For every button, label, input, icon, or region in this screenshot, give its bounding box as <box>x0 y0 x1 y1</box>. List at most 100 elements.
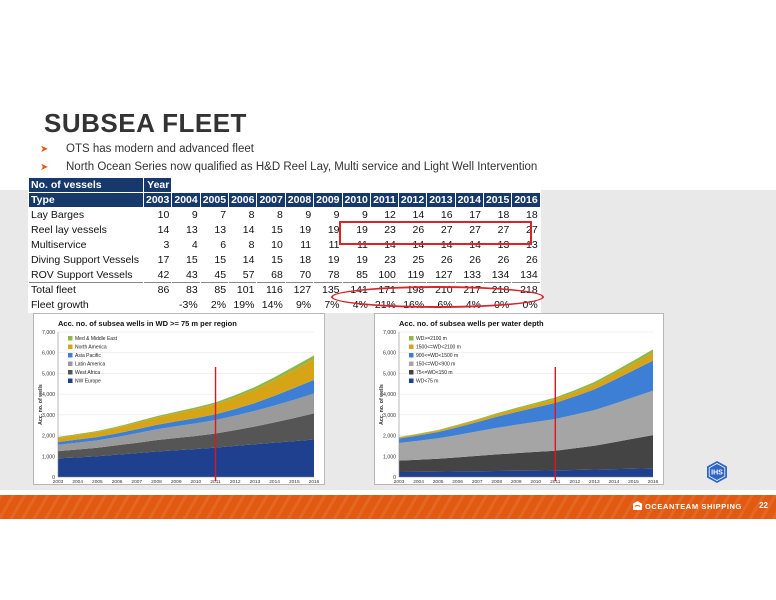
row-label-cell: Reel lay vessels <box>28 222 144 238</box>
y-tick-label: 0 <box>393 475 396 481</box>
arrow-bullet-icon: ➤ <box>40 144 49 155</box>
table-cell: 16 <box>426 207 456 223</box>
table-cell: 27 <box>511 222 541 238</box>
x-tick-label: 2012 <box>230 479 241 484</box>
table-cell: 6 <box>199 237 230 253</box>
x-tick-label: 2006 <box>452 479 463 484</box>
x-tick-label: 2010 <box>191 479 202 484</box>
legend-swatch <box>68 370 73 375</box>
y-tick-label: 6,000 <box>42 351 55 357</box>
table-cell: 27 <box>426 222 456 238</box>
table-header-cell <box>454 177 484 193</box>
table-cell: 7 <box>199 207 230 223</box>
table-cell: -3% <box>171 297 201 313</box>
x-tick-label: 2012 <box>570 479 581 484</box>
table-header-cell <box>369 177 399 193</box>
table-header-cell <box>482 177 513 193</box>
table-cell: 18 <box>284 252 315 268</box>
table-row: Diving Support Vessels 17 15 15 14 15 18 19 19 23… <box>28 252 541 268</box>
legend-label: Latin America <box>75 362 106 368</box>
table-cell: 83 <box>171 282 201 298</box>
table-header-cell <box>397 177 428 193</box>
table-cell: 119 <box>397 267 428 283</box>
row-label-cell: Lay Barges <box>28 207 144 223</box>
table-cell: 100 <box>369 267 399 283</box>
table-cell: 11 <box>341 237 371 253</box>
year-header-cell: 2007 <box>256 192 286 208</box>
series-area-0 <box>399 468 653 477</box>
legend-label: 75<=WD<150 m <box>416 370 453 376</box>
table-cell: 4% <box>454 297 484 313</box>
x-tick-label: 2015 <box>628 479 639 484</box>
x-tick-label: 2006 <box>112 479 123 484</box>
table-header-cell: Year <box>142 177 173 193</box>
y-tick-label: 2,000 <box>383 434 396 440</box>
series-area-1 <box>58 413 314 459</box>
footer-bar: OCEANTEAM SHIPPING 22 <box>0 495 776 519</box>
table-row: Multiservice 3 4 6 8 10 11 11 11 14 14 14 14 13 13 <box>28 237 541 253</box>
x-tick-label: 2007 <box>131 479 142 484</box>
fleet-table: No. of vessels Year Type 2003 2004 2005 2006 20… <box>28 177 541 313</box>
x-tick-label: 2005 <box>92 479 103 484</box>
table-cell: 218 <box>482 282 513 298</box>
x-tick-label: 2016 <box>309 479 320 484</box>
table-cell: 9 <box>284 207 315 223</box>
legend-swatch <box>409 344 414 349</box>
table-cell: 14 <box>228 222 258 238</box>
table-cell: 9 <box>313 207 343 223</box>
table-row: Lay Barges 10 9 7 8 8 9 9 9 12 14 16 17 18 18 <box>28 207 541 223</box>
arrow-bullet-icon: ➤ <box>40 162 49 173</box>
table-cell: 14 <box>228 252 258 268</box>
legend-label: NW Europe <box>75 379 101 385</box>
oceanteam-logo-icon <box>632 501 642 510</box>
x-tick-label: 2007 <box>472 479 483 484</box>
y-tick-label: 1,000 <box>383 454 396 460</box>
table-cell: 141 <box>341 282 371 298</box>
table-cell: 26 <box>511 252 541 268</box>
y-tick-label: 7,000 <box>383 330 396 336</box>
table-cell: 14% <box>256 297 286 313</box>
table-header-cell <box>171 177 201 193</box>
row-label-cell: Diving Support Vessels <box>28 252 144 268</box>
table-cell: 18 <box>511 207 541 223</box>
table-header-row: Type 2003 2004 2005 2006 2007 2008 2009 2010 2011… <box>28 192 541 208</box>
table-header-row: No. of vessels Year <box>28 177 541 193</box>
table-cell: 198 <box>397 282 428 298</box>
table-cell: 101 <box>228 282 258 298</box>
page-number: 22 <box>759 501 768 510</box>
y-axis-label: Acc. no. of wells <box>38 384 44 425</box>
table-cell: 14 <box>426 237 456 253</box>
x-tick-label: 2013 <box>589 479 600 484</box>
table-cell: 171 <box>369 282 399 298</box>
table-cell: 133 <box>454 267 484 283</box>
year-header-cell: 2016 <box>511 192 541 208</box>
x-tick-label: 2004 <box>413 479 424 484</box>
year-header-cell: 2014 <box>454 192 484 208</box>
y-tick-label: 0 <box>52 475 55 481</box>
legend-label: 150<=WD<900 m <box>416 362 455 368</box>
table-cell: 9% <box>284 297 315 313</box>
y-tick-label: 6,000 <box>383 351 396 357</box>
bullet-list: ➤ OTS has modern and advanced fleet ➤ Nort… <box>40 140 537 176</box>
table-cell: 217 <box>454 282 484 298</box>
y-tick-label: 3,000 <box>383 413 396 419</box>
year-header-cell: 2003 <box>142 192 173 208</box>
region-wells-chart-plot: 0 1,000 2,000 3,000 4,000 5,000 6,000 7,000 2003… <box>38 330 320 484</box>
table-cell: 9 <box>171 207 201 223</box>
row-label-cell: ROV Support Vessels <box>28 267 144 283</box>
legend-label: 900<=WD<1500 m <box>416 353 458 359</box>
year-header-cell: 2005 <box>199 192 230 208</box>
legend-swatch <box>409 361 414 366</box>
table-cell: 127 <box>284 282 315 298</box>
y-tick-label: 5,000 <box>383 371 396 377</box>
table-cell <box>142 297 173 313</box>
table-cell: 17 <box>142 252 173 268</box>
table-cell: 85 <box>199 282 230 298</box>
table-cell: 2% <box>199 297 230 313</box>
legend-swatch <box>409 370 414 375</box>
year-header-cell: 2013 <box>426 192 456 208</box>
table-cell: 57 <box>228 267 258 283</box>
table-cell: 3 <box>142 237 173 253</box>
legend-swatch <box>409 336 414 341</box>
table-cell: 13 <box>511 237 541 253</box>
